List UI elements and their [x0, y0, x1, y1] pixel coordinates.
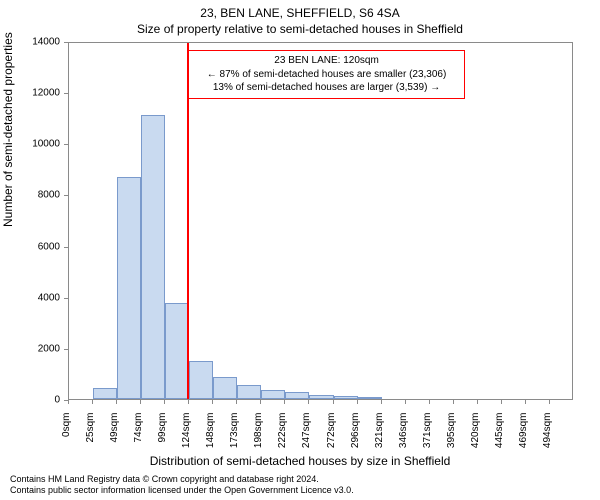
histogram-bar — [213, 377, 237, 399]
xtick-mark — [405, 400, 406, 404]
histogram-bar — [117, 177, 141, 399]
histogram-bar — [165, 303, 189, 399]
ytick-label: 8000 — [10, 190, 60, 201]
annotation-smaller: ← 87% of semi-detached houses are smalle… — [195, 68, 459, 82]
ytick-mark — [64, 195, 68, 196]
ytick-mark — [64, 42, 68, 43]
ytick-mark — [64, 298, 68, 299]
xtick-mark — [68, 400, 69, 404]
histogram-bar — [261, 390, 285, 399]
xtick-mark — [477, 400, 478, 404]
xtick-mark — [284, 400, 285, 404]
chart-title-address: 23, BEN LANE, SHEFFIELD, S6 4SA — [0, 6, 600, 20]
ytick-label: 6000 — [10, 241, 60, 252]
xtick-mark — [501, 400, 502, 404]
ytick-mark — [64, 247, 68, 248]
histogram-bar — [309, 395, 333, 399]
xtick-mark — [429, 400, 430, 404]
xtick-mark — [116, 400, 117, 404]
xtick-mark — [212, 400, 213, 404]
xtick-mark — [236, 400, 237, 404]
chart-title-desc: Size of property relative to semi-detach… — [0, 22, 600, 36]
xtick-mark — [357, 400, 358, 404]
xtick-mark — [164, 400, 165, 404]
ytick-label: 2000 — [10, 343, 60, 354]
ytick-label: 10000 — [10, 139, 60, 150]
ytick-mark — [64, 144, 68, 145]
histogram-bar — [334, 396, 358, 399]
plot-area: 23 BEN LANE: 120sqm ← 87% of semi-detach… — [68, 42, 573, 400]
xtick-mark — [140, 400, 141, 404]
histogram-bar — [141, 115, 165, 399]
histogram-bar — [189, 361, 213, 399]
ytick-mark — [64, 349, 68, 350]
xtick-mark — [260, 400, 261, 404]
xtick-mark — [333, 400, 334, 404]
x-axis-label: Distribution of semi-detached houses by … — [0, 454, 600, 468]
histogram-bar — [285, 392, 309, 399]
ytick-label: 12000 — [10, 88, 60, 99]
footnote: Contains HM Land Registry data © Crown c… — [10, 474, 354, 497]
xtick-mark — [308, 400, 309, 404]
histogram-bar — [358, 397, 382, 399]
footnote-line1: Contains HM Land Registry data © Crown c… — [10, 474, 354, 485]
xtick-mark — [188, 400, 189, 404]
xtick-mark — [381, 400, 382, 404]
xtick-mark — [453, 400, 454, 404]
annotation-box: 23 BEN LANE: 120sqm ← 87% of semi-detach… — [188, 50, 466, 99]
xtick-mark — [92, 400, 93, 404]
xtick-mark — [525, 400, 526, 404]
annotation-larger: 13% of semi-detached houses are larger (… — [195, 81, 459, 95]
ytick-label: 0 — [10, 395, 60, 406]
footnote-line2: Contains public sector information licen… — [10, 485, 354, 496]
ytick-label: 4000 — [10, 292, 60, 303]
chart-figure: 23, BEN LANE, SHEFFIELD, S6 4SA Size of … — [0, 0, 600, 500]
ytick-mark — [64, 93, 68, 94]
histogram-bar — [237, 385, 261, 399]
histogram-bar — [93, 388, 117, 400]
ytick-label: 14000 — [10, 37, 60, 48]
annotation-title: 23 BEN LANE: 120sqm — [195, 54, 459, 68]
xtick-mark — [549, 400, 550, 404]
